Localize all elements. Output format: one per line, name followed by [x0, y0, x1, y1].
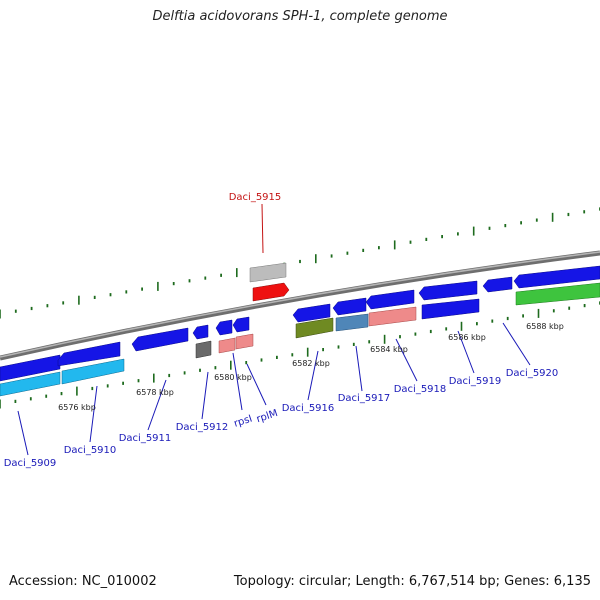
gene-daci-5918-upper[interactable]: [365, 289, 415, 310]
gene-daci-5919[interactable]: [421, 298, 480, 320]
gene-daci-5917-upper[interactable]: [332, 297, 367, 316]
label-leader-lines: [17, 203, 531, 456]
genome-backbone-highlight: [0, 251, 600, 358]
scale-labels: 6576 kbp 6578 kbp 6580 kbp 6582 kbp 6584…: [58, 322, 564, 412]
gene-daci-5915[interactable]: [252, 282, 290, 302]
gene-label-daci-5920[interactable]: Daci_5920: [506, 368, 559, 379]
gene-rpsi[interactable]: [218, 337, 236, 354]
gene-daci-5916-upper[interactable]: [292, 303, 331, 323]
gene-small-1[interactable]: [192, 324, 209, 340]
gene-daci-5910-upper[interactable]: [57, 341, 121, 367]
gene-rplm[interactable]: [235, 333, 254, 350]
gene-label-daci-5912[interactable]: Daci_5912: [176, 422, 229, 433]
scale-label: 6576 kbp: [58, 403, 96, 412]
gene-label-daci-5918[interactable]: Daci_5918: [394, 384, 447, 395]
gene-label-rpsi[interactable]: rpsI: [233, 414, 254, 430]
gene-label-daci-5910[interactable]: Daci_5910: [64, 445, 117, 456]
gene-daci-5917[interactable]: [335, 313, 369, 332]
scale-label: 6588 kbp: [526, 322, 564, 331]
gene-daci-5909[interactable]: [0, 371, 61, 397]
gene-daci-5911[interactable]: [131, 327, 189, 352]
accession-text: Accession: NC_010002: [9, 574, 157, 589]
gene-label-daci-5919[interactable]: Daci_5919: [449, 376, 502, 387]
gene-daci-5919-upper[interactable]: [418, 280, 478, 301]
scale-label: 6586 kbp: [448, 333, 486, 342]
map-title: Delftia acidovorans SPH-1, complete geno…: [152, 9, 448, 24]
gene-small-4[interactable]: [482, 276, 513, 293]
scale-label: 6582 kbp: [292, 359, 330, 368]
gene-label-daci-5916[interactable]: Daci_5916: [282, 403, 335, 414]
gene-track: [0, 262, 600, 397]
scale-label: 6584 kbp: [370, 345, 408, 354]
gene-daci-5920-upper[interactable]: [513, 265, 600, 289]
gene-label-rplm[interactable]: rplM: [255, 408, 279, 425]
gene-label-daci-5917[interactable]: Daci_5917: [338, 393, 391, 404]
gene-small-2[interactable]: [215, 319, 233, 336]
scale-label: 6580 kbp: [214, 373, 252, 382]
gene-daci-5920[interactable]: [515, 282, 600, 306]
gene-label-daci-5909[interactable]: Daci_5909: [4, 458, 57, 469]
gene-daci-5909-upper[interactable]: [0, 354, 61, 382]
gene-label-daci-5911[interactable]: Daci_5911: [119, 433, 172, 444]
gene-daci-5915-upper[interactable]: [249, 262, 287, 283]
upper-tick-track: [0, 207, 600, 319]
gene-labels: Daci_5909 Daci_5910 Daci_5911 Daci_5912 …: [4, 192, 559, 469]
scale-label: 6578 kbp: [136, 388, 174, 397]
gene-daci-5916[interactable]: [295, 317, 334, 339]
gene-small-3[interactable]: [232, 316, 250, 333]
gene-daci-5910[interactable]: [61, 358, 125, 385]
lower-tick-track: [0, 301, 600, 409]
genome-backbone: [0, 250, 600, 361]
gene-daci-5912[interactable]: [195, 340, 212, 359]
genome-summary-text: Topology: circular; Length: 6,767,514 bp…: [233, 574, 591, 589]
gene-daci-5918[interactable]: [368, 306, 417, 327]
gene-label-daci-5915[interactable]: Daci_5915: [229, 192, 282, 203]
